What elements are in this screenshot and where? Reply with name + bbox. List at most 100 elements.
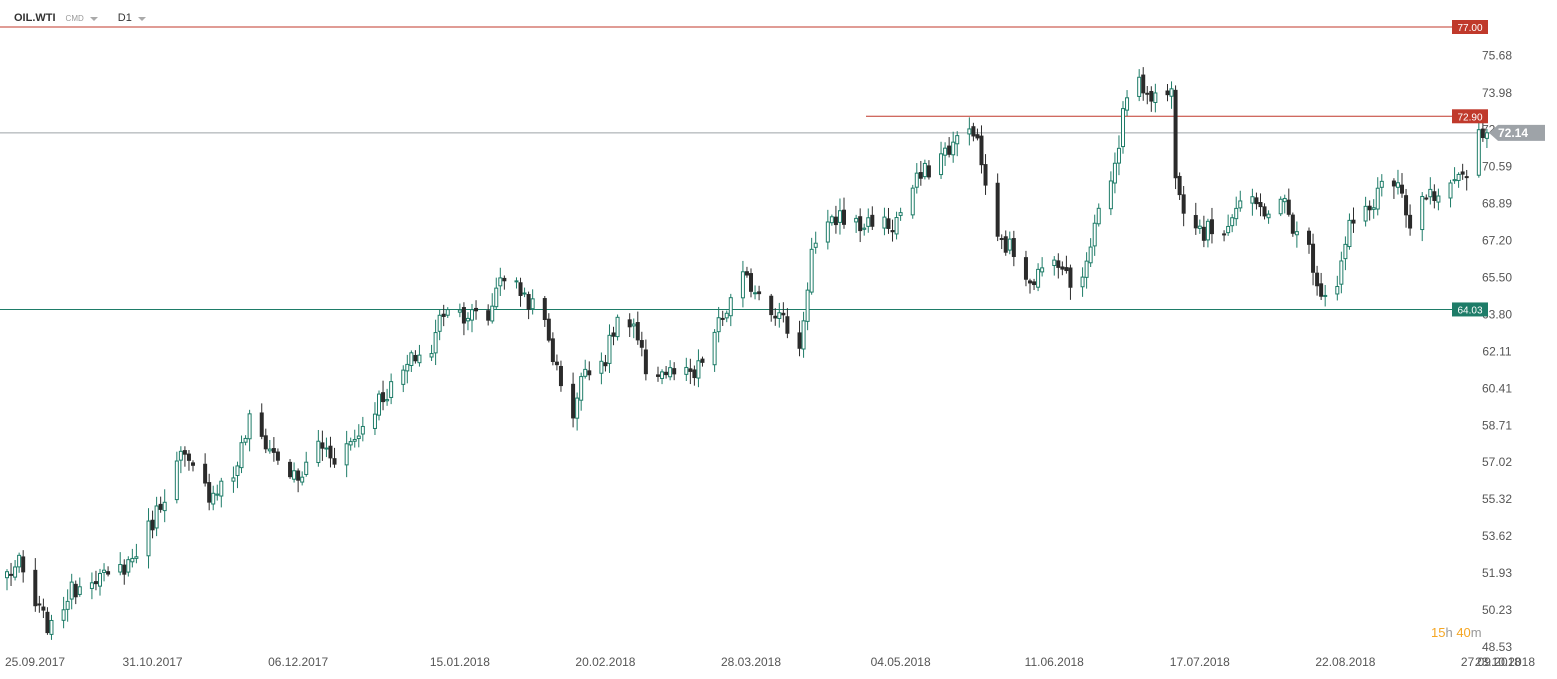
- candle: [1286, 188, 1291, 217]
- candle: [1108, 171, 1113, 216]
- candle: [951, 131, 956, 163]
- bullish-candle-body: [1153, 92, 1158, 103]
- bearish-candle-body: [1404, 195, 1409, 216]
- y-tick-label: 70.59: [1482, 160, 1512, 174]
- bearish-candle-body: [474, 307, 479, 312]
- candle: [720, 310, 725, 326]
- candle: [389, 373, 394, 405]
- candle: [1351, 207, 1356, 233]
- bullish-candle-body: [360, 425, 365, 435]
- candle: [1084, 252, 1089, 289]
- candle: [1395, 169, 1400, 195]
- candle: [1023, 250, 1028, 287]
- x-tick-label: 23.10.2018: [1475, 655, 1535, 669]
- bullish-candle-body: [1250, 196, 1255, 204]
- timeframe-dropdown-icon[interactable]: [137, 17, 146, 21]
- bullish-candle-body: [324, 447, 329, 450]
- bullish-candle-body: [894, 217, 899, 235]
- symbol-dropdown-icon[interactable]: [89, 17, 98, 21]
- candle: [631, 318, 636, 339]
- candle: [1339, 251, 1344, 294]
- x-tick-label: 22.08.2018: [1315, 655, 1375, 669]
- bearish-candle-body: [186, 453, 191, 461]
- bearish-candle-body: [1311, 243, 1316, 273]
- candle: [445, 307, 450, 318]
- bullish-candle-body: [829, 216, 834, 224]
- bearish-candle-body: [918, 172, 923, 179]
- bullish-candle-body: [409, 352, 414, 366]
- bullish-candle-body: [1379, 180, 1384, 188]
- candle: [1064, 255, 1069, 274]
- bearish-candle-body: [150, 519, 155, 531]
- bullish-candle-body: [300, 476, 305, 483]
- bullish-candle-body: [1092, 222, 1097, 247]
- bullish-candle-body: [1476, 129, 1481, 176]
- candle: [126, 556, 131, 577]
- bearish-candle-body: [749, 273, 754, 292]
- candle: [118, 552, 123, 576]
- bearish-candle-body: [971, 126, 976, 137]
- bullish-candle-body: [490, 305, 495, 322]
- candle: [344, 430, 349, 478]
- candle: [1282, 194, 1287, 214]
- bullish-candle-body: [522, 292, 527, 295]
- timeframe-label[interactable]: D1: [117, 12, 132, 24]
- y-tick-label: 50.23: [1482, 603, 1512, 617]
- bullish-candle-body: [465, 317, 470, 322]
- candle: [17, 552, 22, 573]
- candle: [1436, 188, 1441, 211]
- candle: [825, 209, 830, 250]
- bullish-candle-body: [753, 292, 758, 295]
- candle: [413, 350, 418, 364]
- bullish-candle-body: [372, 413, 377, 429]
- level-tag-bg: [1452, 109, 1488, 124]
- bullish-candle-body: [1125, 97, 1130, 111]
- candle: [862, 223, 867, 236]
- bearish-candle-body: [627, 319, 632, 328]
- bullish-candle-body: [1112, 162, 1117, 184]
- candle: [1238, 190, 1243, 212]
- y-tick-label: 62.11: [1482, 344, 1511, 358]
- bullish-candle-body: [215, 493, 220, 496]
- candle: [1432, 184, 1437, 209]
- bearish-candle-body: [979, 135, 984, 166]
- symbol-label[interactable]: OIL.WTI: [14, 12, 56, 24]
- bullish-candle-body: [910, 187, 915, 216]
- candle: [494, 277, 499, 310]
- bearish-candle-body: [275, 451, 280, 461]
- bearish-candle-body: [1011, 238, 1016, 257]
- bullish-candle-body: [344, 443, 349, 466]
- bullish-candle-body: [813, 242, 818, 248]
- bearish-candle-body: [785, 316, 790, 334]
- candle: [967, 117, 972, 146]
- candle: [979, 125, 984, 174]
- candle: [211, 485, 216, 511]
- candle: [178, 446, 183, 474]
- candle: [518, 277, 523, 307]
- candle: [409, 350, 414, 372]
- bearish-candle-body: [542, 298, 547, 321]
- bearish-candle-body: [797, 332, 802, 349]
- bearish-candle-body: [1262, 206, 1267, 217]
- bullish-candle-body: [433, 332, 438, 354]
- candle: [971, 122, 976, 142]
- bullish-candle-body: [943, 147, 948, 156]
- bearish-candle-body: [37, 603, 42, 606]
- bearish-candle-body: [1464, 176, 1469, 179]
- candle: [490, 293, 495, 324]
- bullish-candle-body: [1040, 267, 1045, 273]
- bearish-candle-body: [1060, 266, 1065, 270]
- bearish-candle-body: [720, 317, 725, 320]
- bullish-candle-body: [1116, 147, 1121, 164]
- bearish-candle-body: [1149, 90, 1154, 102]
- candle: [805, 282, 810, 331]
- candle: [550, 332, 555, 366]
- bearish-candle-body: [781, 312, 786, 316]
- candle: [1181, 186, 1186, 227]
- candle: [259, 403, 264, 440]
- bullish-candle-body: [631, 323, 636, 327]
- bullish-candle-body: [130, 557, 135, 563]
- candle: [1266, 210, 1271, 224]
- candle: [1080, 267, 1085, 297]
